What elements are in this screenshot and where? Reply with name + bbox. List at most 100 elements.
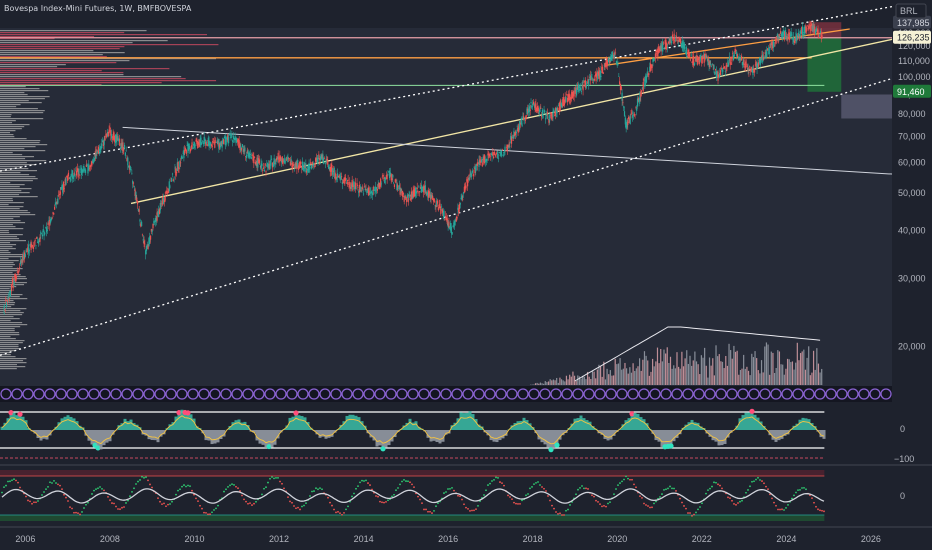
profile-bar (0, 148, 25, 150)
candle-body (354, 182, 357, 189)
osc2-point (357, 485, 359, 488)
candle-body (228, 136, 230, 144)
candle-body (775, 40, 777, 43)
price-pane (0, 28, 892, 386)
candle-body (462, 198, 464, 200)
volume-bar (632, 363, 634, 385)
candle-body (128, 166, 130, 168)
candle-body (210, 142, 212, 146)
volume-bar (652, 358, 654, 385)
osc2-point (421, 502, 423, 505)
band-circle (495, 388, 507, 400)
candle-body (498, 151, 500, 154)
candle-body (192, 147, 194, 149)
band-circle (737, 388, 749, 400)
profile-bar (0, 240, 27, 242)
volume-bar (679, 368, 681, 385)
price-tick-label: 20,000 (898, 342, 926, 352)
osc1-tick-label: −100 (894, 454, 914, 464)
time-axis[interactable]: 2006 2008 2010 2012 2014 2016 2018 2020 2022 2024… (15, 534, 881, 544)
candle-body (84, 168, 86, 171)
candle-body (180, 156, 183, 159)
candle-body (119, 147, 122, 149)
profile-bar (0, 246, 13, 248)
candle-body (241, 144, 244, 148)
band-circle (297, 388, 309, 400)
osc2-point (687, 512, 689, 514)
candle-body (591, 78, 593, 80)
profile-bar (0, 336, 11, 338)
currency-box[interactable] (895, 3, 927, 19)
candle-body (376, 189, 378, 191)
price-axis[interactable]: 20,00030,00040,00050,00060,00070,00080,0… (898, 28, 931, 352)
osc2-point (679, 497, 681, 500)
osc2-point (435, 505, 437, 508)
candle-body (339, 176, 341, 179)
candle-body (334, 177, 336, 179)
osc2-point (721, 487, 723, 490)
volume-bar (569, 374, 571, 385)
band-circle (781, 388, 793, 400)
profile-bar (0, 260, 19, 262)
osc2-point (403, 479, 405, 481)
candle-body (766, 49, 768, 58)
osc2-point (777, 508, 779, 511)
profile-bar (0, 62, 117, 64)
volume-bar (609, 370, 611, 385)
candle-body (116, 136, 118, 140)
band-circle (286, 388, 298, 400)
candle-body (229, 133, 231, 136)
osc2-point (265, 486, 267, 489)
candle-body (795, 32, 797, 42)
osc2-point (209, 513, 211, 516)
candle-body (743, 59, 745, 65)
candle-body (772, 41, 774, 48)
osc2-point (535, 482, 537, 484)
candle-body (632, 114, 634, 118)
osc2-point (41, 494, 43, 496)
candle-body (359, 186, 361, 191)
osc2-point (517, 503, 519, 505)
candle-body (69, 177, 71, 180)
candle-body (810, 23, 813, 27)
osc2-point (667, 487, 669, 490)
candle-body (437, 207, 439, 211)
candle-body (558, 102, 561, 111)
candle-body (636, 108, 638, 111)
last-price-tag-box (893, 30, 931, 44)
osc2-point (65, 496, 67, 499)
trend-line-lower (130, 38, 893, 205)
time-tick-label: 2008 (100, 534, 120, 544)
candle-body (801, 26, 804, 36)
candle-body (182, 152, 184, 154)
osc2-point (747, 489, 749, 491)
candle-body (276, 156, 278, 160)
candle-body (390, 174, 392, 181)
candle-body (249, 154, 252, 156)
candle-body (110, 134, 113, 139)
candle-body (426, 192, 428, 195)
candle-body (627, 121, 629, 126)
volume-bar (635, 368, 637, 385)
band-circle (583, 388, 595, 400)
candle-body (95, 152, 97, 159)
candle-body (431, 195, 433, 198)
candle-body (243, 149, 245, 152)
candle-body (18, 270, 20, 273)
osc2-point (197, 500, 199, 503)
candle-body (741, 62, 744, 66)
candle-body (312, 164, 314, 167)
candle-body (54, 202, 57, 205)
candle-body (39, 237, 41, 242)
candle-body (725, 65, 727, 69)
osc2-point (59, 484, 61, 487)
candle-body (154, 218, 157, 222)
volume-bar (736, 350, 738, 385)
candle-body (62, 185, 64, 193)
osc1-signal-dot (17, 411, 23, 417)
candle-body (452, 226, 454, 227)
candle-body (554, 107, 557, 116)
candle-body (266, 164, 268, 167)
